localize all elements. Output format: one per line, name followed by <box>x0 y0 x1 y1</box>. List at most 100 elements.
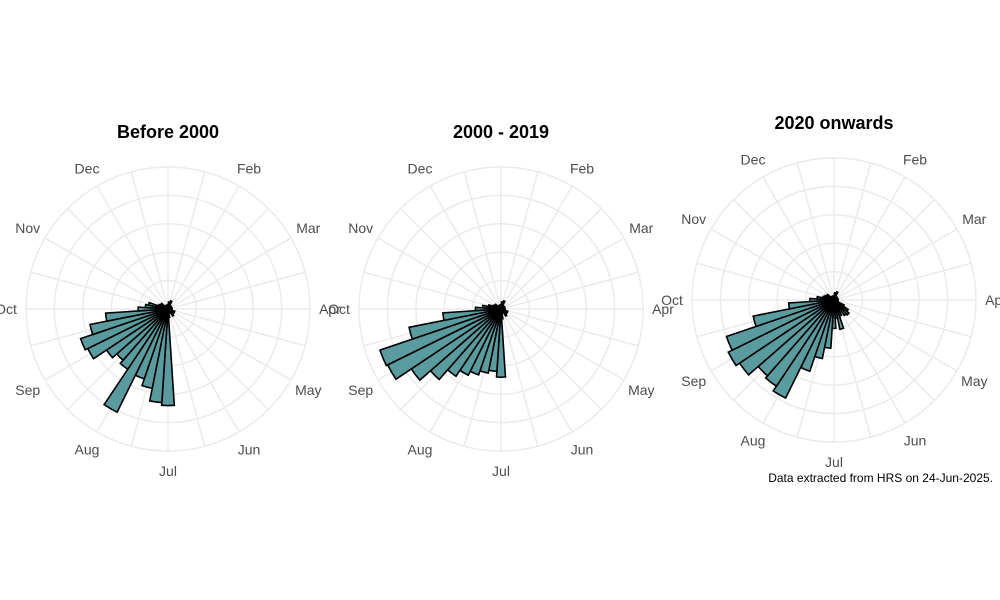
rose-center-hub <box>496 304 506 314</box>
angular-grid-line <box>500 308 639 347</box>
panel-title: 2000 - 2019 <box>453 122 549 142</box>
angular-grid-line <box>733 199 835 301</box>
month-label-dec: Dec <box>741 152 766 168</box>
month-label-jul: Jul <box>492 463 510 479</box>
month-labels: Feb Mar Apr May Jun Jul Aug Sep Oct Nov Dec <box>0 161 341 479</box>
month-label-mar: Mar <box>296 220 320 236</box>
month-label-aug: Aug <box>741 432 766 448</box>
angular-grid-line <box>500 308 602 410</box>
month-label-nov: Nov <box>348 220 373 236</box>
angular-grid-line <box>167 308 206 447</box>
angular-grid-line <box>30 271 169 310</box>
angular-grid-line <box>167 171 206 310</box>
angular-grid-line <box>500 308 625 381</box>
angular-grid-line <box>833 299 958 372</box>
month-label-feb: Feb <box>570 161 594 177</box>
rose-bar <box>160 308 176 407</box>
angular-grid-line <box>363 271 502 310</box>
rose-bar <box>104 308 169 323</box>
month-label-jun: Jun <box>238 441 261 457</box>
angular-grid-line <box>710 228 835 301</box>
month-label-mar: Mar <box>962 211 986 227</box>
angular-grid-line <box>500 171 539 310</box>
angular-grid-line <box>500 208 602 310</box>
rose-bar <box>725 299 835 352</box>
month-label-sep: Sep <box>15 382 40 398</box>
rose-bar <box>727 299 835 367</box>
angular-grid-line <box>130 171 169 310</box>
angular-grid-line <box>167 308 269 410</box>
rose-bar <box>495 308 507 378</box>
angular-grid-line <box>833 299 906 424</box>
month-labels: Feb Mar Apr May Jun Jul Aug Sep Oct Nov Dec <box>661 152 1000 470</box>
rose-bar <box>79 308 169 351</box>
month-label-sep: Sep <box>681 373 706 389</box>
angular-grid-line <box>500 308 573 433</box>
month-label-sep: Sep <box>348 382 373 398</box>
month-label-nov: Nov <box>681 211 706 227</box>
angular-grid-line <box>833 262 972 301</box>
angular-grid-line <box>429 185 502 310</box>
month-label-may: May <box>628 382 654 398</box>
rose-panel-2000-2019: 2000 - 2019 Feb Mar Apr May Jun Jul Aug Sep Oct N… <box>328 122 674 479</box>
month-label-oct: Oct <box>0 301 17 317</box>
rose-bar <box>833 299 845 331</box>
angular-grid-line <box>833 299 935 401</box>
month-label-feb: Feb <box>237 161 261 177</box>
angular-grid-line <box>796 162 835 301</box>
angular-grid-line <box>500 185 573 310</box>
angular-grid-line <box>167 237 292 310</box>
month-label-jul: Jul <box>159 463 177 479</box>
rose-bars <box>79 299 176 414</box>
month-label-jun: Jun <box>571 441 594 457</box>
angular-grid-line <box>167 185 240 310</box>
angular-grid-line <box>500 237 625 310</box>
rose-bar <box>378 308 502 367</box>
rose-bar <box>119 308 169 371</box>
month-label-apr: Apr <box>319 301 341 317</box>
month-label-may: May <box>295 382 321 398</box>
rose-bar <box>442 308 502 322</box>
month-label-feb: Feb <box>903 152 927 168</box>
month-labels: Feb Mar Apr May Jun Jul Aug Sep Oct Nov Dec <box>328 161 674 479</box>
month-label-nov: Nov <box>15 220 40 236</box>
rose-panel-before-2000: Before 2000 Feb Mar Apr May Jun Jul Aug Sep Oct N… <box>0 122 341 479</box>
month-label-dec: Dec <box>75 161 100 177</box>
panel-title: 2020 onwards <box>774 113 893 133</box>
angular-grid-line <box>833 228 958 301</box>
angular-grid-line <box>167 271 306 310</box>
angular-grid-line <box>96 185 169 310</box>
rose-center-hub <box>829 295 839 305</box>
angular-grid-line <box>833 199 935 301</box>
angular-grid-line <box>833 176 906 301</box>
month-label-oct: Oct <box>328 301 350 317</box>
angular-grid-line <box>833 299 972 338</box>
rose-center-hub <box>163 304 173 314</box>
month-label-may: May <box>961 373 987 389</box>
angular-grid-line <box>463 171 502 310</box>
rose-bar <box>752 299 835 328</box>
angular-grid-line <box>500 308 539 447</box>
angular-grid-line <box>167 308 292 381</box>
rose-bars <box>725 290 851 400</box>
month-label-jun: Jun <box>904 432 927 448</box>
rose-bar <box>772 299 835 400</box>
angular-grid-line <box>44 237 169 310</box>
angular-grid-line <box>167 208 269 310</box>
angular-grid-line <box>500 271 639 310</box>
angular-grid-line <box>696 262 835 301</box>
month-label-apr: Apr <box>985 292 1000 308</box>
angular-grid-line <box>762 176 835 301</box>
rose-bar <box>764 299 835 388</box>
angular-grid-line <box>167 308 240 433</box>
angular-grid-line <box>67 208 169 310</box>
angular-grid-line <box>167 308 306 347</box>
month-label-dec: Dec <box>408 161 433 177</box>
month-label-jul: Jul <box>825 454 843 470</box>
month-label-aug: Aug <box>408 441 433 457</box>
angular-grid-line <box>400 208 502 310</box>
rose-bar <box>408 308 502 341</box>
angular-grid-line <box>833 162 872 301</box>
panel-title: Before 2000 <box>117 122 219 142</box>
